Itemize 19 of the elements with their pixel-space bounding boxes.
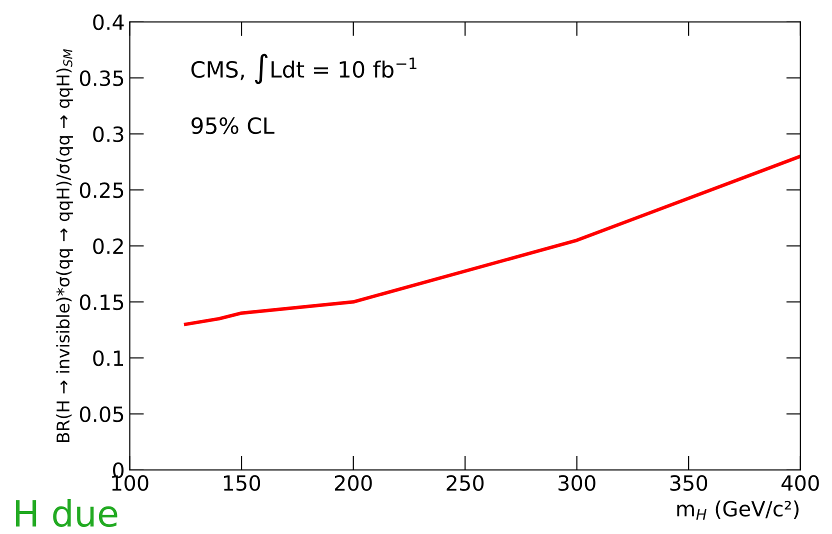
y-tick-label: 0.3 <box>93 126 124 142</box>
x-tick-label: 300 <box>558 475 596 491</box>
annotation: CMS, ∫Ldt = 10 fb$^{−1}$ <box>191 54 416 84</box>
annotation: 95% CL <box>192 117 274 134</box>
y-tick-label: 0.1 <box>93 350 124 366</box>
y-tick-label: 0.05 <box>80 406 124 422</box>
y-tick-label: 0.15 <box>80 294 124 310</box>
y-tick-label: 0.4 <box>93 14 124 30</box>
x-tick-label: 200 <box>334 475 372 491</box>
y-tick-label: 0.25 <box>80 182 124 198</box>
y-tick-label: 0.35 <box>80 70 124 86</box>
x-tick-label: 400 <box>782 475 819 491</box>
x-tick-label: 150 <box>224 475 260 491</box>
x-tick-label: 350 <box>670 475 708 491</box>
y-axis-title: BR(H → invisible)*σ(qq → qqH)/σ(qq → qqH)$_{SM}$ <box>56 49 73 442</box>
y-tick-label: 0.2 <box>93 238 123 254</box>
text: H due <box>16 499 118 528</box>
x-axis-title: m$_{H}$ (GeV/c²) <box>677 500 799 520</box>
x-tick-label: 250 <box>446 475 484 491</box>
